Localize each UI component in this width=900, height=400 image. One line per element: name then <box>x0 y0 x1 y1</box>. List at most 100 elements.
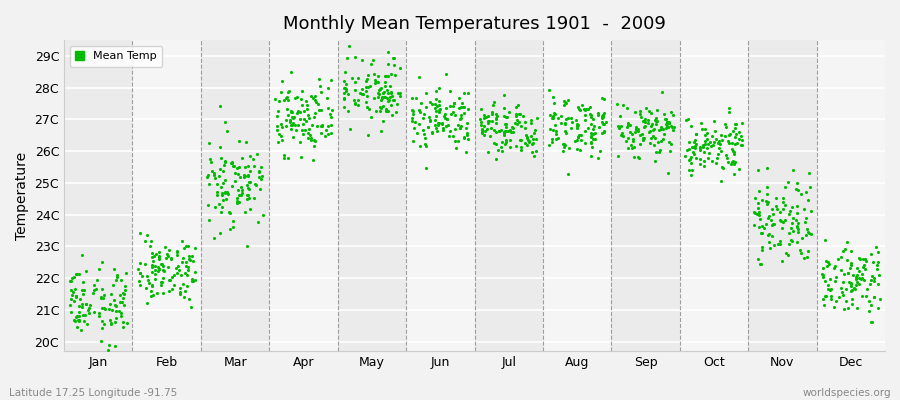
Point <box>850 264 864 271</box>
Point <box>688 137 702 143</box>
Point <box>234 183 248 190</box>
Point <box>115 318 130 325</box>
Point <box>785 220 799 226</box>
Point <box>496 130 510 136</box>
Point <box>381 98 395 104</box>
Point <box>634 114 648 120</box>
Point <box>230 199 245 206</box>
Point <box>369 108 383 114</box>
Point <box>69 324 84 330</box>
Point <box>688 140 703 147</box>
Point <box>367 95 382 101</box>
Point <box>665 112 680 118</box>
Point <box>491 128 506 134</box>
Point <box>315 122 329 129</box>
Point <box>509 104 524 110</box>
Point <box>92 313 106 320</box>
Point <box>518 140 532 146</box>
Point <box>527 127 542 133</box>
Point <box>374 95 389 102</box>
Point <box>568 138 582 145</box>
Point <box>97 305 112 311</box>
Point <box>179 259 194 266</box>
Point <box>239 242 254 249</box>
Point <box>657 130 671 137</box>
Point <box>234 192 248 198</box>
Point <box>367 70 382 77</box>
Point <box>862 297 877 304</box>
Point <box>94 318 109 324</box>
Point <box>384 102 399 108</box>
Point <box>157 268 171 274</box>
Point <box>154 282 168 288</box>
Point <box>447 99 462 106</box>
Point <box>167 282 182 288</box>
Point <box>179 243 194 249</box>
Point <box>776 219 790 226</box>
Point <box>784 236 798 243</box>
Point <box>97 321 112 327</box>
Point <box>474 130 489 137</box>
Point <box>377 89 392 95</box>
Point <box>752 260 767 267</box>
Point <box>66 292 80 298</box>
Point <box>620 104 634 111</box>
Point <box>613 112 627 119</box>
Point <box>442 133 456 139</box>
Point <box>508 142 523 149</box>
Point <box>418 140 432 147</box>
Point <box>364 61 378 67</box>
Point <box>578 117 592 123</box>
Point <box>648 134 662 141</box>
Point <box>100 347 114 353</box>
Point <box>862 308 877 314</box>
Point <box>241 179 256 185</box>
Point <box>867 278 881 284</box>
Point <box>595 119 609 126</box>
Point <box>762 213 777 220</box>
Point <box>376 118 391 124</box>
Point <box>555 140 570 147</box>
Point <box>482 112 496 119</box>
Point <box>307 143 321 149</box>
Point <box>752 224 766 230</box>
Point <box>448 145 463 152</box>
Point <box>83 302 97 308</box>
Point <box>760 199 775 206</box>
Point <box>713 141 727 148</box>
Point <box>661 124 675 130</box>
Point <box>309 99 323 106</box>
Point <box>521 137 535 144</box>
Point <box>784 224 798 231</box>
Point <box>235 190 249 197</box>
Point <box>503 127 517 133</box>
Point <box>571 122 585 128</box>
Point <box>386 55 400 61</box>
Point <box>188 277 202 283</box>
Point <box>649 115 663 122</box>
Point <box>428 101 442 107</box>
Point <box>626 145 640 151</box>
Point <box>322 110 337 117</box>
Point <box>626 138 640 144</box>
Point <box>803 184 817 190</box>
Point <box>816 271 831 278</box>
Point <box>505 124 519 130</box>
Point <box>302 126 316 132</box>
Point <box>767 221 781 227</box>
Point <box>249 150 264 157</box>
Point <box>360 104 374 110</box>
Point <box>182 256 196 262</box>
Point <box>762 231 777 238</box>
Point <box>324 114 338 120</box>
Point <box>626 131 640 137</box>
Point <box>68 271 83 277</box>
Point <box>252 168 266 175</box>
Point <box>783 208 797 215</box>
Point <box>728 121 742 127</box>
Point <box>284 126 298 132</box>
Point <box>583 104 598 110</box>
Point <box>636 135 651 141</box>
Point <box>423 117 437 124</box>
Point <box>801 229 815 236</box>
